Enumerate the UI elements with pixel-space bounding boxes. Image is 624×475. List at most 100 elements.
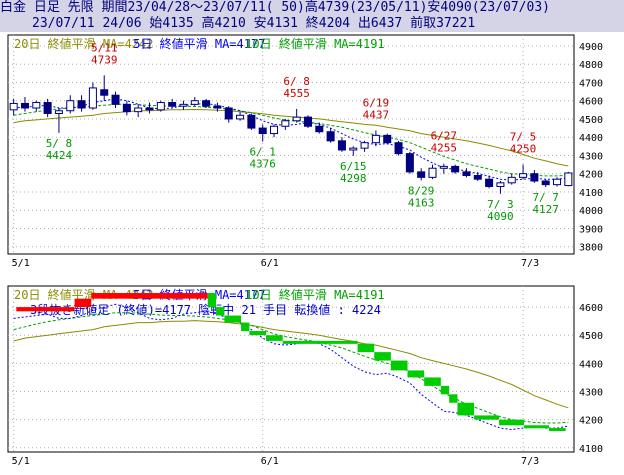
candle <box>134 107 143 113</box>
candle <box>111 94 120 105</box>
line-break-brick <box>474 415 500 420</box>
line-break-brick <box>224 315 242 323</box>
candle <box>496 182 505 187</box>
line-break-brick <box>315 340 358 344</box>
peak-label: 8/29 <box>408 184 435 197</box>
ma10-line <box>13 312 569 424</box>
line-break-brick <box>241 322 250 332</box>
candle <box>145 107 154 111</box>
y-tick-label: 4200 <box>579 416 603 427</box>
candle <box>541 180 550 186</box>
line-break-brick <box>74 298 92 308</box>
peak-label: 7/ 7 <box>532 191 559 204</box>
candle <box>326 131 335 142</box>
candle <box>224 107 233 120</box>
y-tick-label: 4200 <box>579 170 603 181</box>
status-line: 3段抜き新値足 (終値)=4177 陰転中 21 手目 転換値 : 4224 <box>30 302 381 317</box>
candle <box>473 175 482 180</box>
peak-label: 4739 <box>91 53 118 66</box>
peak-label: 4424 <box>46 149 73 162</box>
x-tick-label: 5/1 <box>12 456 30 467</box>
candle <box>428 167 437 178</box>
candle <box>168 102 177 107</box>
candle <box>77 100 86 109</box>
peak-label: 7/ 5 <box>510 131 537 144</box>
peak-label: 5/ 8 <box>46 137 73 150</box>
line-break-brick <box>357 343 375 353</box>
legend-ma20: 20日 終値平滑 MA=4242 <box>14 36 153 51</box>
peak-label: 6/15 <box>340 160 367 173</box>
y-tick-label: 4000 <box>579 206 603 217</box>
candle <box>236 114 245 120</box>
y-tick-label: 4400 <box>579 133 603 144</box>
y-tick-label: 3900 <box>579 224 603 235</box>
plot-area-1 <box>7 285 575 453</box>
peak-label: 4090 <box>487 210 514 223</box>
candle <box>54 110 63 114</box>
candle <box>122 103 131 113</box>
candle <box>349 147 358 151</box>
line-break-brick <box>424 377 441 386</box>
candle <box>405 153 414 173</box>
y-tick-label: 4500 <box>579 115 603 126</box>
peak-label: 6/ 1 <box>249 146 276 159</box>
candle <box>247 114 256 129</box>
ma20-line <box>13 108 569 167</box>
peak-label: 4555 <box>283 87 310 100</box>
candle <box>88 87 97 109</box>
candle <box>519 173 528 178</box>
candle <box>303 116 312 127</box>
line-break-brick <box>216 307 225 316</box>
peak-label: 7/ 3 <box>487 198 514 211</box>
y-tick-label: 4600 <box>579 97 603 108</box>
line-break-brick <box>249 331 267 336</box>
line-break-brick <box>266 335 283 341</box>
y-tick-label: 4100 <box>579 444 603 455</box>
candle <box>270 125 279 135</box>
y-tick-label: 4800 <box>579 60 603 71</box>
candle <box>371 134 380 144</box>
chart-title: 白金 日足 先限 期間23/04/28～23/07/11( 50)高4739(2… <box>0 0 550 15</box>
candle <box>190 100 199 105</box>
peak-label: 6/19 <box>363 96 390 109</box>
candle <box>281 120 290 127</box>
candle <box>485 178 494 187</box>
candle <box>439 165 448 169</box>
x-tick-label: 6/1 <box>261 456 279 467</box>
peak-label: 5/11 <box>91 41 118 54</box>
candle <box>530 173 539 182</box>
y-tick-label: 4400 <box>579 359 603 370</box>
x-tick-label: 6/1 <box>261 258 279 269</box>
candle <box>553 178 562 186</box>
peak-label: 4298 <box>340 172 367 185</box>
y-tick-label: 4500 <box>579 331 603 342</box>
ma10-line <box>13 103 569 177</box>
candle <box>20 102 29 109</box>
candle <box>292 116 301 122</box>
peak-label: 4250 <box>510 143 537 156</box>
price-summary-bar: 23/07/11 24/06 始4135 高4210 安4131 終4204 出… <box>0 16 624 32</box>
candle <box>315 125 324 133</box>
candle <box>9 102 18 111</box>
y-tick-label: 3800 <box>579 243 603 254</box>
price-summary: 23/07/11 24/06 始4135 高4210 安4131 終4204 出… <box>32 16 476 31</box>
candle <box>43 102 52 114</box>
line-break-brick <box>524 425 550 429</box>
line-break-brick <box>457 402 475 416</box>
x-tick-label: 5/1 <box>12 258 30 269</box>
legend-ma10: 10日 終値平滑 MA=4191 <box>245 287 384 302</box>
candle <box>462 171 471 177</box>
peak-label: 6/ 8 <box>283 75 310 88</box>
peak-label: 4376 <box>249 158 276 171</box>
peak-label: 4437 <box>363 108 390 121</box>
line-break-brick <box>16 307 75 312</box>
candle <box>360 142 369 149</box>
peak-label: 4163 <box>408 196 435 209</box>
peak-label: 4255 <box>431 142 458 155</box>
candle <box>32 102 41 109</box>
line-break-brick <box>499 419 525 426</box>
candle <box>337 140 346 151</box>
line-break-brick <box>407 370 425 378</box>
candle <box>179 103 188 107</box>
line-break-brick <box>374 352 391 361</box>
